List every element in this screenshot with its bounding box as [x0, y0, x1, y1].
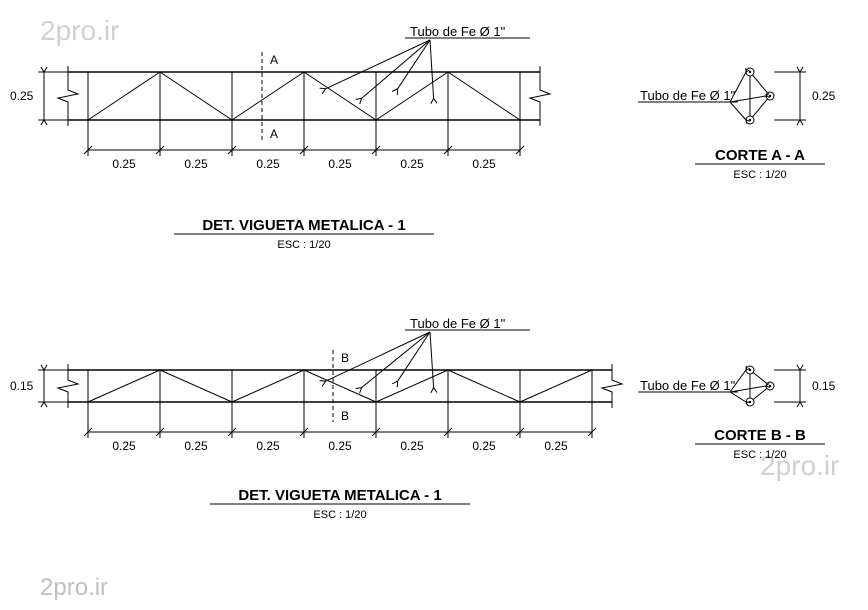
- section-dim: 0.25: [812, 89, 836, 103]
- bay-dim: 0.25: [256, 157, 280, 171]
- bay-dim: 0.25: [184, 157, 208, 171]
- truss-scale: ESC : 1/20: [277, 239, 330, 251]
- section-tube-label: Tubo de Fe Ø 1": [640, 378, 736, 393]
- section-mark-top: B: [341, 351, 349, 365]
- bay-dim: 0.25: [400, 439, 424, 453]
- section-scale: ESC : 1/20: [733, 169, 786, 181]
- section-mark-bot: A: [270, 127, 278, 141]
- truss-title: DET. VIGUETA METALICA - 1: [238, 487, 441, 504]
- section-title: CORTE A - A: [715, 147, 805, 164]
- bay-dim: 0.25: [544, 439, 568, 453]
- truss-tube-label: Tubo de Fe Ø 1": [410, 24, 506, 39]
- bay-dim: 0.25: [472, 439, 496, 453]
- truss-height-dim: 0.25: [10, 89, 34, 103]
- section-tube-label: Tubo de Fe Ø 1": [640, 88, 736, 103]
- bay-dim: 0.25: [472, 157, 496, 171]
- truss-tube-label: Tubo de Fe Ø 1": [410, 316, 506, 331]
- bay-dim: 0.25: [400, 157, 424, 171]
- section-mark-bot: B: [341, 409, 349, 423]
- bay-dim: 0.25: [256, 439, 280, 453]
- bay-dim: 0.25: [112, 439, 136, 453]
- drawing-canvas: 0.25 0.25 0.25 0.25 0.25 0.25 0.25 A A Tubo de Fe…: [0, 0, 868, 610]
- section-title: CORTE B - B: [714, 427, 806, 444]
- section-dim: 0.15: [812, 379, 836, 393]
- bay-dim: 0.25: [184, 439, 208, 453]
- truss-height-dim: 0.15: [10, 379, 34, 393]
- truss-scale: ESC : 1/20: [313, 509, 366, 521]
- bay-dim: 0.25: [112, 157, 136, 171]
- bay-dim: 0.25: [328, 439, 352, 453]
- bay-dim: 0.25: [328, 157, 352, 171]
- section-mark-top: A: [270, 53, 278, 67]
- truss-title: DET. VIGUETA METALICA - 1: [202, 217, 405, 234]
- section-scale: ESC : 1/20: [733, 449, 786, 461]
